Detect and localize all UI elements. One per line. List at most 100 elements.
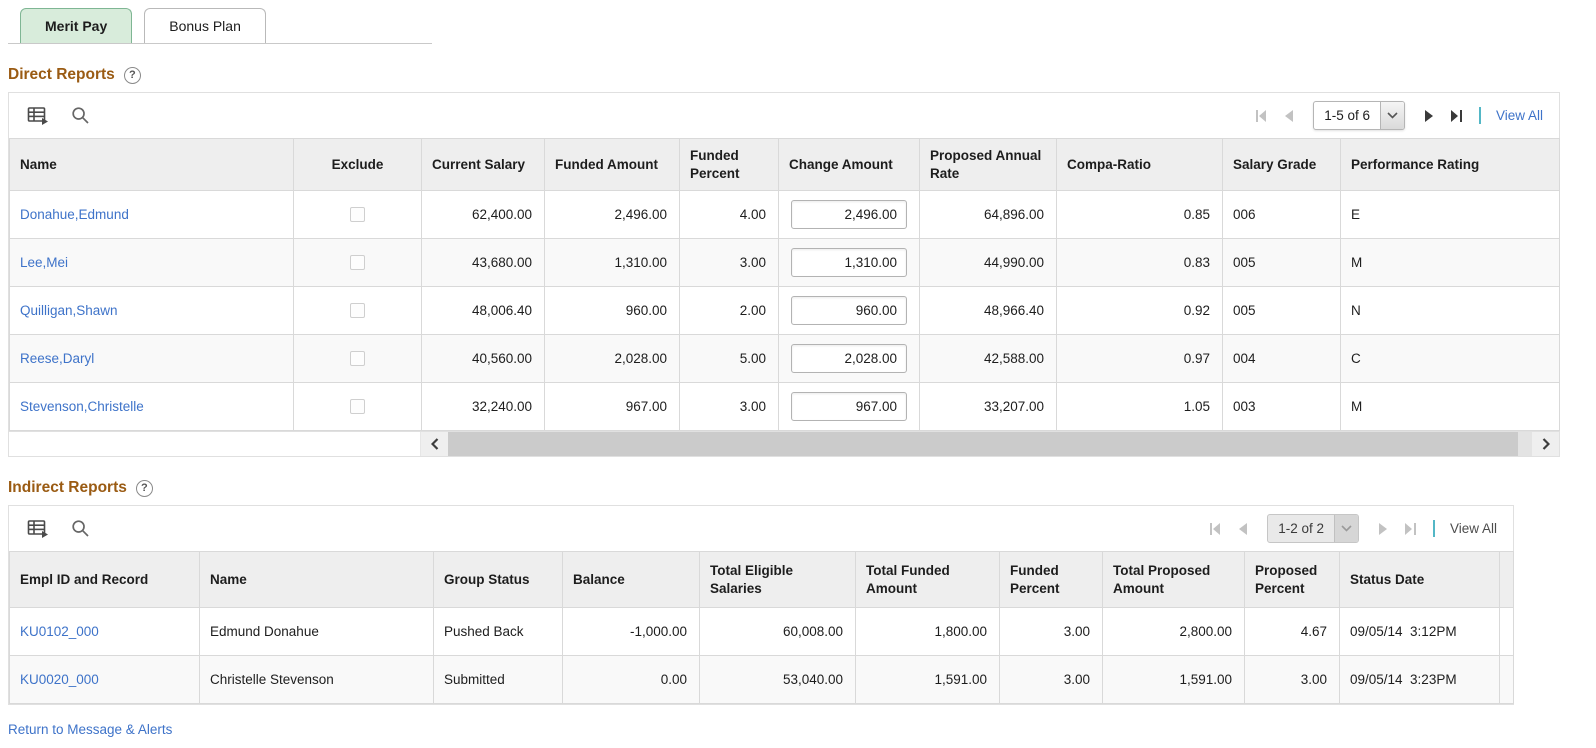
empl-id-link[interactable]: KU0102_000 — [20, 624, 99, 639]
tab-merit-pay[interactable]: Merit Pay — [20, 8, 133, 43]
funded-percent-cell: 3.00 — [679, 238, 779, 287]
name-cell: Donahue,Edmund — [9, 190, 294, 239]
name-cell: Quilligan,Shawn — [9, 286, 294, 335]
col-header-name: Name — [199, 551, 434, 608]
indirect-reports-header: Indirect Reports ? — [8, 479, 1588, 497]
page-range-select: 1-2 of 2 — [1267, 514, 1359, 543]
chevron-down-icon — [1379, 102, 1404, 129]
table-row: KU0102_000 Edmund Donahue Pushed Back -1… — [9, 607, 1514, 656]
change-amount-input[interactable] — [791, 344, 907, 373]
performance-rating-cell: M — [1340, 238, 1560, 287]
scrollbar-thumb[interactable] — [448, 432, 1518, 456]
next-page-button[interactable] — [1424, 109, 1435, 123]
search-icon[interactable] — [71, 106, 90, 125]
funded-amount-cell: 960.00 — [544, 286, 680, 335]
last-page-button — [1404, 522, 1418, 536]
help-icon[interactable]: ? — [123, 66, 141, 84]
table-row: Quilligan,Shawn 48,006.40 960.00 2.00 48… — [9, 286, 1560, 335]
view-all-link: View All — [1449, 521, 1497, 536]
employee-name-link[interactable]: Lee,Mei — [20, 255, 69, 270]
first-page-button — [1208, 522, 1222, 536]
proposed-annual-rate-cell: 42,588.00 — [919, 334, 1057, 383]
change-amount-input[interactable] — [791, 248, 907, 277]
compa-ratio-cell: 0.97 — [1056, 334, 1223, 383]
frozen-columns-spacer — [9, 432, 421, 456]
employee-name-link[interactable]: Donahue,Edmund — [20, 207, 129, 222]
total-eligible-salaries-cell: 60,008.00 — [699, 607, 856, 656]
table-row: Donahue,Edmund 62,400.00 2,496.00 4.00 6… — [9, 190, 1560, 239]
grid-action-menu-icon[interactable] — [27, 519, 49, 538]
funded-percent-cell: 2.00 — [679, 286, 779, 335]
help-icon[interactable]: ? — [135, 479, 153, 497]
compa-ratio-cell: 0.92 — [1056, 286, 1223, 335]
performance-rating-cell: C — [1340, 334, 1560, 383]
search-icon[interactable] — [71, 519, 90, 538]
proposed-annual-rate-cell: 64,896.00 — [919, 190, 1057, 239]
col-header-current-salary: Current Salary — [421, 138, 545, 191]
spacer-cell — [1499, 655, 1514, 704]
employee-name-link[interactable]: Quilligan,Shawn — [20, 303, 118, 318]
table-row: Lee,Mei 43,680.00 1,310.00 3.00 44,990.0… — [9, 238, 1560, 287]
proposed-percent-cell: 4.67 — [1244, 607, 1340, 656]
grid-action-menu-icon[interactable] — [27, 106, 49, 125]
name-cell: Reese,Daryl — [9, 334, 294, 383]
proposed-annual-rate-cell: 33,207.00 — [919, 382, 1057, 431]
performance-rating-cell: N — [1340, 286, 1560, 335]
horizontal-scrollbar[interactable] — [421, 432, 1559, 456]
scrollbar-track-gap[interactable] — [1518, 432, 1532, 456]
indirect-pager: 1-2 of 2 View All — [1208, 514, 1501, 543]
compa-ratio-cell: 0.83 — [1056, 238, 1223, 287]
total-proposed-amount-cell: 2,800.00 — [1102, 607, 1245, 656]
change-amount-cell — [778, 238, 920, 287]
proposed-annual-rate-cell: 44,990.00 — [919, 238, 1057, 287]
col-header-proposed-percent: Proposed Percent — [1244, 551, 1340, 608]
exclude-checkbox[interactable] — [350, 255, 365, 271]
employee-name-link[interactable]: Reese,Daryl — [20, 351, 95, 366]
empl-id-link[interactable]: KU0020_000 — [20, 672, 99, 687]
exclude-checkbox[interactable] — [350, 303, 365, 319]
change-amount-input[interactable] — [791, 392, 907, 421]
funded-percent-cell: 4.00 — [679, 190, 779, 239]
salary-grade-cell: 005 — [1222, 286, 1341, 335]
grid-scroll-row — [9, 431, 1559, 456]
col-header-funded-percent: Funded Percent — [999, 551, 1103, 608]
funded-percent-cell: 3.00 — [679, 382, 779, 431]
exclude-cell — [293, 190, 422, 239]
direct-header-row: Name Exclude Current Salary Funded Amoun… — [9, 138, 1560, 191]
funded-percent-cell: 5.00 — [679, 334, 779, 383]
exclude-checkbox[interactable] — [350, 399, 365, 415]
scroll-left-button[interactable] — [421, 432, 448, 456]
current-salary-cell: 43,680.00 — [421, 238, 545, 287]
total-funded-amount-cell: 1,800.00 — [855, 607, 1000, 656]
funded-amount-cell: 967.00 — [544, 382, 680, 431]
tab-bar: Merit Pay Bonus Plan — [8, 8, 432, 44]
return-link[interactable]: Return to Message & Alerts — [8, 722, 173, 737]
current-salary-cell: 62,400.00 — [421, 190, 545, 239]
direct-pager: 1-5 of 6 View All — [1254, 101, 1547, 130]
change-amount-input[interactable] — [791, 296, 907, 325]
scroll-right-button[interactable] — [1532, 432, 1559, 456]
tab-bonus-plan[interactable]: Bonus Plan — [144, 8, 266, 43]
last-page-button[interactable] — [1450, 109, 1464, 123]
performance-rating-cell: E — [1340, 190, 1560, 239]
change-amount-input[interactable] — [791, 200, 907, 229]
indirect-reports-table: Empl ID and Record Name Group Status Bal… — [9, 551, 1514, 704]
employee-name-link[interactable]: Stevenson,Christelle — [20, 399, 144, 414]
table-row: KU0020_000 Christelle Stevenson Submitte… — [9, 655, 1514, 704]
group-status-cell: Submitted — [433, 655, 563, 704]
exclude-checkbox[interactable] — [350, 207, 365, 223]
name-cell: Edmund Donahue — [199, 607, 434, 656]
col-header-status-date: Status Date — [1339, 551, 1500, 608]
exclude-checkbox[interactable] — [350, 351, 365, 367]
performance-rating-cell: M — [1340, 382, 1560, 431]
change-amount-cell — [778, 334, 920, 383]
col-header-funded-amount: Funded Amount — [544, 138, 680, 191]
view-all-link[interactable]: View All — [1495, 108, 1543, 123]
col-header-total-eligible-salaries: Total Eligible Salaries — [699, 551, 856, 608]
col-header-balance: Balance — [562, 551, 700, 608]
funded-percent-cell: 3.00 — [999, 607, 1103, 656]
direct-grid-toolbar: 1-5 of 6 View All — [9, 93, 1559, 138]
exclude-cell — [293, 382, 422, 431]
col-header-proposed-annual-rate: Proposed Annual Rate — [919, 138, 1057, 191]
page-range-select[interactable]: 1-5 of 6 — [1313, 101, 1405, 130]
